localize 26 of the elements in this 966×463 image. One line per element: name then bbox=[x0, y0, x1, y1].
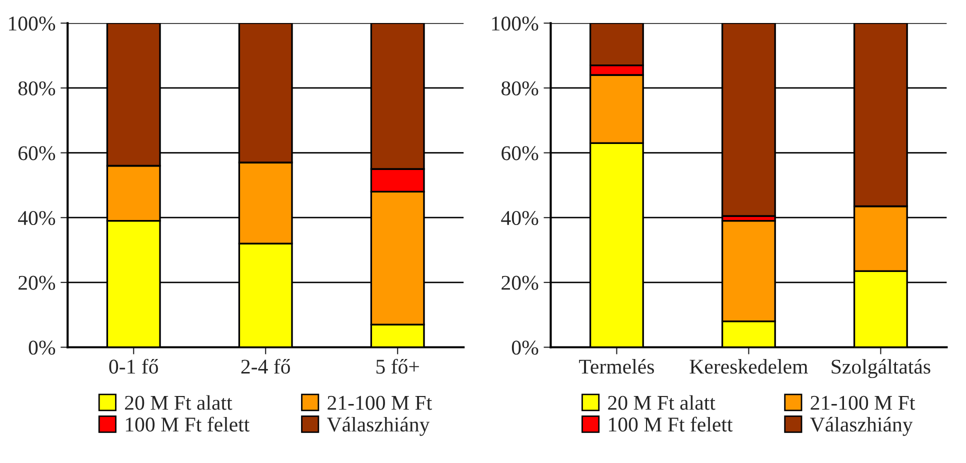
legend-label: 100 M Ft felett bbox=[126, 416, 250, 432]
x-tick-label: 5 fő+ bbox=[376, 358, 419, 374]
y-tick-label: 60% bbox=[502, 146, 538, 160]
y-tick-label: 100% bbox=[9, 16, 56, 31]
legend-label: 21-100 M Ft bbox=[328, 396, 432, 410]
legend-label: 100 M Ft felett bbox=[609, 416, 733, 432]
y-tick-label: 20% bbox=[18, 276, 56, 290]
y-tick-label: 40% bbox=[18, 210, 56, 226]
legend-label: Válaszhiány bbox=[327, 416, 430, 436]
x-tick-label: Termelés bbox=[579, 359, 654, 374]
x-tick-label: Szolgáltatás bbox=[832, 359, 930, 378]
legend-label: 21-100 M Ft bbox=[810, 396, 916, 410]
y-tick-label: 80% bbox=[18, 81, 56, 96]
x-tick-label: Kereskedelem bbox=[690, 359, 808, 374]
y-tick-label: 60% bbox=[18, 146, 56, 160]
y-tick-label: 40% bbox=[501, 210, 538, 226]
x-tick-label: 2-4 fő bbox=[241, 358, 290, 374]
legend-label: 20 M Ft alatt bbox=[608, 395, 716, 410]
y-tick-label: 0% bbox=[512, 340, 538, 355]
y-tick-label: 80% bbox=[502, 81, 538, 96]
legend-label: Válaszhiány bbox=[810, 416, 913, 436]
y-tick-label: 100% bbox=[492, 16, 538, 31]
y-tick-label: 0% bbox=[28, 340, 56, 355]
legend-label: 20 M Ft alatt bbox=[125, 395, 232, 410]
y-tick-label: 20% bbox=[502, 276, 538, 290]
x-tick-label: 0-1 fő bbox=[109, 358, 158, 374]
